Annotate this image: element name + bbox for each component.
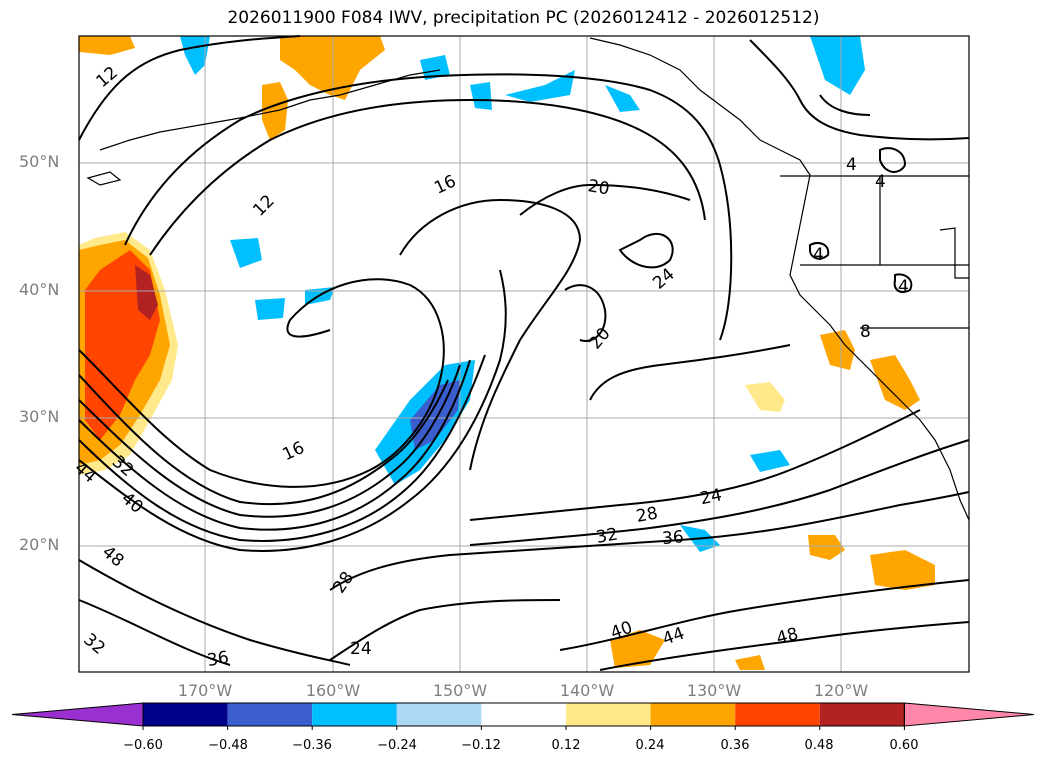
contour-label: 32 — [595, 524, 620, 547]
colorbar-segment — [227, 703, 313, 726]
map-title: 2026011900 F084 IWV, precipitation PC (2… — [227, 8, 820, 28]
colorbar-tick-label: −0.36 — [292, 738, 332, 753]
colorbar-tick-label: 0.12 — [551, 738, 581, 753]
colorbar-tick-label: −0.24 — [377, 738, 417, 753]
iwv-contours — [78, 35, 970, 671]
lon-label: 150°W — [432, 681, 488, 700]
graticule — [79, 36, 969, 672]
colorbar-segment — [819, 703, 905, 726]
lat-label: 20°N — [19, 535, 60, 554]
precip-anomaly-fills — [79, 36, 935, 670]
colorbar-segment — [735, 703, 820, 726]
coastlines — [86, 37, 970, 521]
colorbar-tick-label: 0.36 — [720, 738, 750, 753]
colorbar-tick-label: 0.48 — [804, 738, 834, 753]
contour-label: 28 — [329, 568, 358, 597]
contour-label: 48 — [774, 624, 800, 649]
lat-label: 40°N — [19, 280, 60, 299]
contour-label: 24 — [649, 264, 678, 293]
colorbar-segment — [650, 703, 736, 726]
lat-label: 50°N — [19, 152, 60, 171]
contour-label: 16 — [431, 171, 459, 198]
contour-label: 12 — [249, 191, 278, 220]
colorbar-segment — [481, 703, 566, 726]
contour-label: 4 — [898, 277, 909, 297]
contour-label: 48 — [98, 542, 127, 571]
contour-label: 24 — [698, 485, 723, 509]
colorbar-tick-label: 0.60 — [889, 738, 919, 753]
lon-label: 120°W — [813, 681, 869, 700]
contour-label: 32 — [79, 630, 108, 659]
lon-label: 170°W — [177, 681, 233, 700]
contour-label: 12 — [93, 63, 122, 92]
contour-label: 20 — [585, 324, 614, 353]
lon-label: 160°W — [305, 681, 361, 700]
contour-label: 8 — [860, 322, 871, 342]
colorbar — [11, 702, 1035, 730]
colorbar-tick-label: −0.12 — [461, 738, 501, 753]
contour-label: 4 — [875, 172, 886, 192]
lon-label: 140°W — [559, 681, 615, 700]
contour-label: 36 — [661, 527, 684, 549]
contour-label: 16 — [280, 438, 308, 465]
colorbar-extend-max — [903, 702, 1035, 727]
colorbar-segment — [143, 703, 228, 726]
contour-label: 28 — [635, 503, 660, 526]
contour-label: 4 — [813, 245, 824, 265]
lat-label: 30°N — [19, 407, 60, 426]
contour-labels: 12 12 16 16 20 20 24 24 28 28 32 32 32 3… — [70, 63, 908, 671]
colorbar-tick-label: −0.60 — [123, 738, 163, 753]
contour-label: 20 — [586, 176, 611, 199]
colorbar-extend-min — [11, 702, 144, 727]
colorbar-segment — [566, 703, 651, 726]
contour-label: 36 — [206, 648, 231, 671]
colorbar-segment — [396, 703, 482, 726]
contour-label: 4 — [846, 155, 857, 175]
map-border — [78, 35, 970, 673]
colorbar-segment — [312, 703, 397, 726]
colorbar-tick-label: 0.24 — [635, 738, 665, 753]
colorbar-outline — [142, 702, 905, 727]
colorbar-tick-label: −0.48 — [208, 738, 248, 753]
lon-label: 130°W — [686, 681, 742, 700]
contour-label: 24 — [350, 639, 372, 659]
